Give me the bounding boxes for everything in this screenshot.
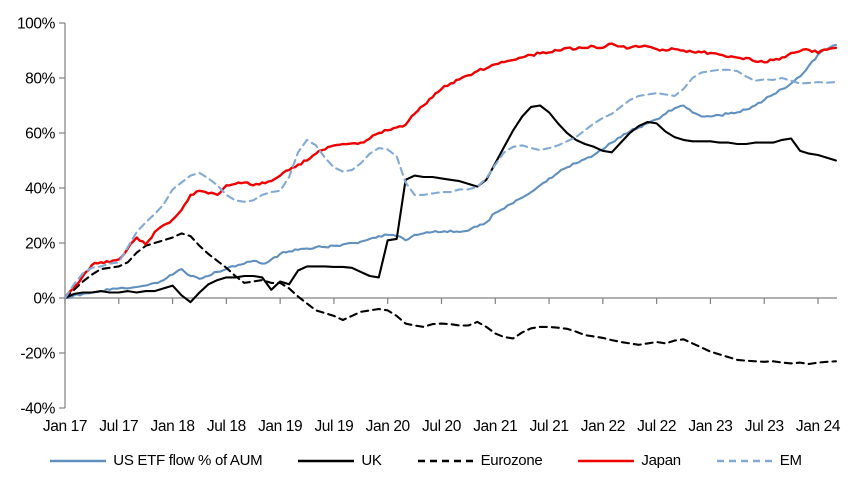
x-tick-label: Jan 22: [581, 418, 625, 435]
line-chart-plot: 100% 80% 60% 40% 20% 0% -20% -40%Jan 17 Jul 17 Ja…: [17, 16, 841, 436]
x-tick-label: Jan 24: [796, 418, 841, 435]
legend-item-em: EM: [716, 452, 802, 469]
x-tick-label: Jan 21: [473, 418, 517, 435]
x-tick-label: Jan 23: [688, 418, 732, 435]
series-line-eurozone: [63, 232, 837, 366]
legend-label-em: EM: [779, 452, 802, 469]
legend-label-eurozone: Eurozone: [480, 452, 543, 469]
series-line-em: [63, 68, 837, 300]
legend-label-us: US ETF flow % of AUM: [113, 452, 263, 469]
em-line-swatch: [716, 458, 773, 464]
legend-item-japan: Japan: [578, 452, 681, 469]
y-tick-label: 40%: [25, 181, 55, 198]
x-tick-label: Jan 18: [151, 418, 195, 435]
y-tick-label: 20%: [25, 236, 55, 253]
y-tick-label: 100%: [17, 16, 56, 33]
y-tick-label: -20%: [20, 346, 55, 363]
legend-item-eurozone: Eurozone: [417, 452, 543, 469]
y-tick-label: 0%: [33, 291, 55, 308]
chart-legend: US ETF flow % of AUM UK Eurozone Japan E…: [0, 452, 852, 469]
x-tick-label: Jul 21: [530, 418, 569, 435]
x-tick-label: Jan 19: [258, 418, 302, 435]
uk-line-swatch: [298, 458, 355, 464]
x-tick-label: Jul 22: [637, 418, 676, 435]
series-line-japan: [63, 42, 838, 300]
japan-line-swatch: [578, 458, 635, 464]
us-line-swatch: [50, 458, 107, 464]
legend-label-uk: UK: [361, 452, 382, 469]
x-tick-label: Jul 20: [422, 418, 462, 435]
x-tick-label: Jan 20: [366, 418, 411, 435]
legend-item-uk: UK: [298, 452, 382, 469]
legend-item-us: US ETF flow % of AUM: [50, 452, 263, 469]
x-tick-label: Jan 17: [43, 418, 87, 435]
series-line-uk: [63, 104, 837, 304]
y-tick-label: -40%: [20, 401, 55, 418]
legend-label-japan: Japan: [641, 452, 681, 469]
x-tick-label: Jul 23: [745, 418, 784, 435]
x-tick-label: Jul 19: [314, 418, 353, 435]
y-tick-label: 60%: [25, 126, 55, 143]
y-tick-label: 80%: [25, 71, 55, 88]
x-tick-label: Jul 18: [207, 418, 246, 435]
eurozone-line-swatch: [417, 458, 474, 464]
series-line-us-etf-flow-of-aum: [63, 43, 837, 300]
x-tick-label: Jul 17: [99, 418, 138, 435]
